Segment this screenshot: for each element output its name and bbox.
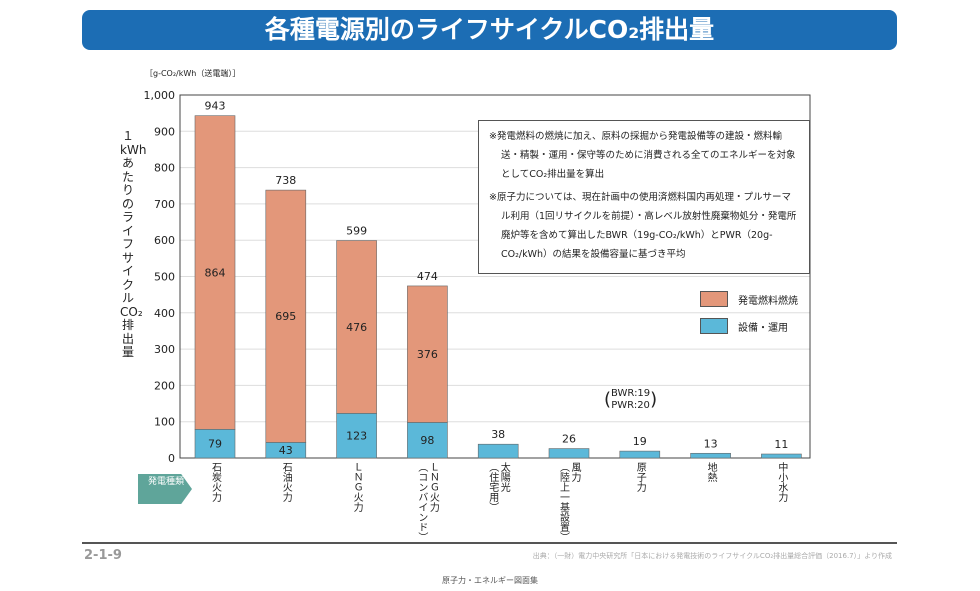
y-tick-label: 100: [154, 416, 175, 429]
bar-value-label: 864: [205, 267, 226, 280]
bar-total-label: 19: [633, 435, 647, 448]
nuclear-annotation-text: BWR:19 PWR:20: [611, 388, 651, 411]
note-box: ※発電燃料の燃焼に加え、原料の採掘から発電設備等の建設・燃料輸送・精製・運用・保…: [478, 120, 810, 274]
source-text: 出典：（一財）電力中央研究所「日本における発電技術のライフサイクルCO₂排出量総…: [532, 552, 892, 560]
note-2: ※原子力については、現在計画中の使用済燃料国内再処理・プルサーマル利用（1回リサ…: [489, 192, 797, 260]
bar-total-label: 599: [346, 225, 367, 238]
y-tick-label: 800: [154, 162, 175, 175]
bar-total-label: 474: [417, 270, 438, 283]
bar-total-label: 11: [774, 438, 788, 451]
bar-value-label: 79: [208, 438, 222, 451]
legend-label-fuel: 発電燃料燃焼: [738, 295, 798, 307]
bar-equipment: [407, 422, 448, 459]
bar-equipment: [477, 443, 519, 459]
note-1: ※発電燃料の燃焼に加え、原料の採掘から発電設備等の建設・燃料輸送・精製・運用・保…: [489, 131, 796, 180]
x-category-label: 地熱: [705, 462, 717, 482]
x-category-label: 太陽光 （住宅用）: [486, 462, 510, 512]
y-tick-label: 200: [154, 379, 175, 392]
nuclear-annotation: (BWR:19 PWR:20): [604, 388, 658, 411]
y-tick-label: 1,000: [144, 89, 176, 102]
bar-value-label: 123: [346, 430, 367, 443]
bar-fuel: [194, 115, 236, 430]
bar-fuel: [336, 240, 377, 414]
bar-equipment: [619, 450, 661, 459]
legend-label-equipment: 設備・運用: [738, 322, 788, 334]
y-tick-label: 300: [154, 343, 175, 356]
bar-equipment: [194, 429, 236, 459]
page-title: 各種電源別のライフサイクルCO₂排出量: [82, 10, 897, 50]
bar-fuel: [407, 285, 448, 423]
y-tick-label: 600: [154, 234, 175, 247]
bar-total-label: 26: [562, 433, 576, 446]
bar-total-label: 13: [704, 437, 718, 450]
legend-swatch-fuel: [700, 291, 728, 307]
x-category-label: 中小水力: [775, 462, 787, 502]
bar-equipment: [761, 453, 802, 459]
legend-swatch-equipment: [700, 318, 728, 334]
page-number: 2-1-9: [84, 548, 122, 563]
x-axis-tag: 発電種類: [138, 474, 192, 504]
bar-total-label: 943: [205, 100, 226, 113]
bar-total-label: 738: [275, 174, 296, 187]
bar-value-label: 376: [417, 348, 438, 361]
legend-fuel: 発電燃料燃焼: [700, 291, 798, 307]
bar-value-label: 43: [279, 444, 293, 457]
bar-equipment: [548, 448, 590, 459]
unit-label: ［g-CO₂/kWh（送電端）］: [145, 69, 241, 78]
bar-value-label: 476: [346, 321, 367, 334]
x-category-label: 石炭火力: [209, 462, 221, 502]
y-tick-label: 700: [154, 198, 175, 211]
x-category-label: 石油火力: [280, 462, 292, 502]
x-category-label: ＬＮＧ火力: [351, 462, 363, 512]
x-category-label: 風力 （陸上一基設置）: [557, 462, 581, 542]
legend-equipment: 設備・運用: [700, 318, 788, 334]
y-tick-label: 900: [154, 125, 175, 138]
x-category-label: ＬＮＧ火力 （コンバインド）: [415, 462, 439, 542]
x-category-label: 原子力: [634, 462, 646, 492]
y-tick-label: 500: [154, 271, 175, 284]
book-title: 原子力・エネルギー図面集: [442, 576, 538, 585]
y-tick-label: 400: [154, 307, 175, 320]
bar-value-label: 98: [420, 434, 434, 447]
y-tick-label: 0: [168, 452, 175, 465]
bar-total-label: 38: [491, 428, 505, 441]
bar-fuel: [265, 189, 307, 443]
bar-equipment: [690, 452, 731, 459]
bar-equipment: [336, 413, 377, 459]
bar-value-label: 695: [275, 310, 296, 323]
footer-divider: [82, 542, 897, 544]
